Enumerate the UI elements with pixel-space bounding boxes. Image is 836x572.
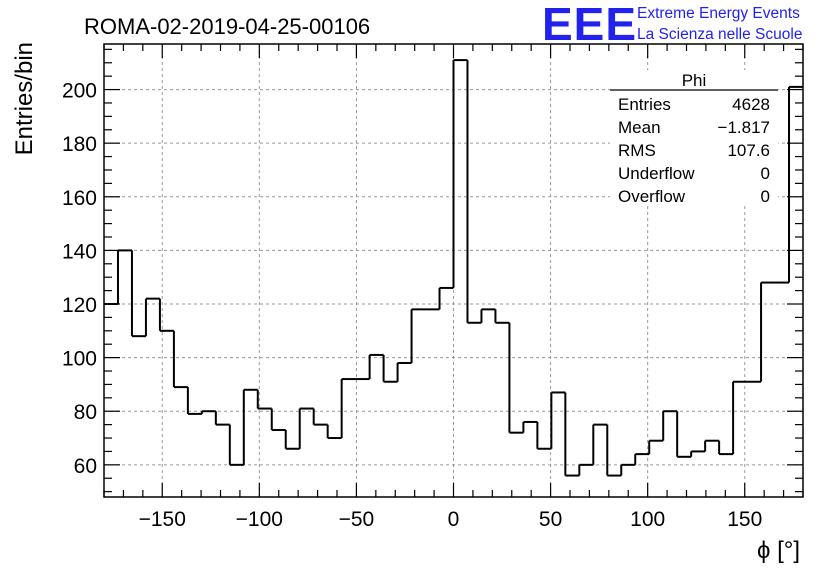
stats-label-mean: Mean: [618, 118, 661, 137]
axes: −150 −100 −50 0 50 100 150 60 80 100 120 140 160 180 2…: [62, 43, 804, 531]
x-tick-label: 50: [539, 508, 562, 531]
y-tick-label: 120: [62, 294, 97, 317]
logo-line1: Extreme Energy Events: [637, 5, 800, 22]
eee-logo: EEE Extreme Energy Events La Scienza nel…: [542, 0, 802, 50]
stats-value-overflow: 0: [761, 187, 770, 206]
logo-line2: La Scienza nelle Scuole: [637, 26, 802, 43]
y-tick-label: 180: [62, 133, 97, 156]
stats-label-underflow: Underflow: [618, 164, 695, 183]
stats-label-rms: RMS: [618, 141, 656, 160]
y-tick-label: 80: [74, 401, 97, 424]
stats-label-overflow: Overflow: [618, 187, 686, 206]
stats-title: Phi: [682, 71, 707, 90]
stats-value-mean: −1.817: [718, 118, 770, 137]
stats-value-rms: 107.6: [727, 141, 770, 160]
x-tick-label: −100: [236, 508, 283, 531]
y-tick-label: 100: [62, 348, 97, 371]
x-tick-label: 100: [630, 508, 665, 531]
y-tick-label: 160: [62, 187, 97, 210]
y-tick-label: 60: [74, 455, 97, 478]
stats-label-entries: Entries: [618, 95, 671, 114]
logo-mark: EEE: [542, 0, 637, 50]
chart-title: ROMA-02-2019-04-25-00106: [84, 14, 370, 39]
x-tick-label: −50: [339, 508, 375, 531]
stats-box: Phi Entries 4628 Mean −1.817 RMS 107.6 U…: [610, 70, 778, 206]
stats-value-entries: 4628: [732, 95, 770, 114]
stats-value-underflow: 0: [761, 164, 770, 183]
y-tick-label: 140: [62, 240, 97, 263]
x-tick-label: −150: [139, 508, 186, 531]
x-tick-label: 0: [448, 508, 460, 531]
y-axis-title: Entries/bin: [11, 42, 38, 155]
histogram-series: [104, 59, 803, 477]
x-tick-label: 150: [727, 508, 762, 531]
x-axis-title: ϕ [°]: [757, 537, 800, 564]
y-tick-label: 200: [62, 80, 97, 103]
stats-background: [610, 70, 778, 206]
